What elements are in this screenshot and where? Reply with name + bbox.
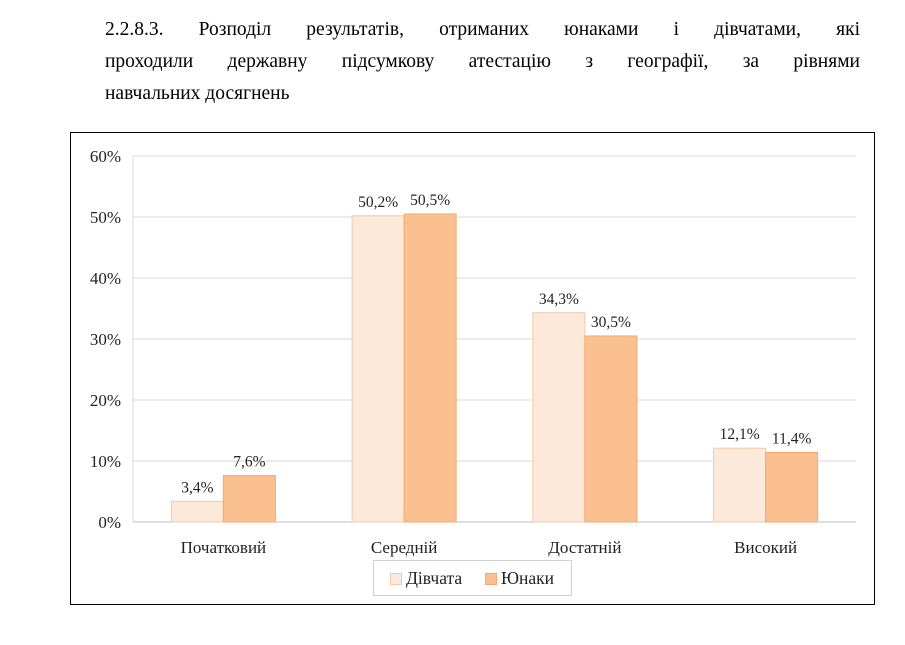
bar <box>170 500 224 523</box>
bar <box>532 312 586 523</box>
y-tick-label: 20% <box>90 391 121 410</box>
legend-swatch-divchata <box>390 573 402 585</box>
legend-label-divchata: Дівчата <box>406 568 463 588</box>
legend-swatch-yunaky <box>485 573 497 585</box>
y-tick-label: 0% <box>98 513 121 532</box>
legend: Дівчата Юнаки <box>373 560 572 596</box>
bar <box>713 447 767 523</box>
x-tick-label: Початковий <box>181 538 267 557</box>
data-label: 3,4% <box>181 479 213 496</box>
x-tick-label: Високий <box>734 538 797 557</box>
data-label: 7,6% <box>233 454 265 471</box>
legend-label-yunaky: Юнаки <box>501 568 554 588</box>
y-tick-label: 30% <box>90 330 121 349</box>
y-tick-label: 10% <box>90 452 121 471</box>
bar <box>765 451 819 523</box>
data-label: 50,5% <box>410 192 450 209</box>
data-label: 50,2% <box>358 194 398 211</box>
bar <box>584 335 638 523</box>
data-label: 34,3% <box>539 291 579 308</box>
y-tick-label: 60% <box>90 147 121 166</box>
data-label: 12,1% <box>720 426 760 443</box>
y-tick-label: 40% <box>90 269 121 288</box>
caption-line-3: навчальних досягнень <box>105 83 290 104</box>
data-label: 11,4% <box>772 430 812 447</box>
bar <box>222 475 276 523</box>
caption-line-2: проходили державну підсумкову атестацію … <box>105 51 860 72</box>
chart-frame <box>70 132 875 605</box>
bar <box>403 213 457 523</box>
x-tick-label: Середній <box>371 538 437 557</box>
figure-caption: 2.2.8.3. Розподіл результатів, отриманих… <box>105 14 860 110</box>
y-tick-label: 50% <box>90 208 121 227</box>
caption-line-1: 2.2.8.3. Розподіл результатів, отриманих… <box>105 19 860 40</box>
bar <box>351 215 405 523</box>
data-label: 30,5% <box>591 314 631 331</box>
x-tick-label: Достатній <box>548 538 621 557</box>
